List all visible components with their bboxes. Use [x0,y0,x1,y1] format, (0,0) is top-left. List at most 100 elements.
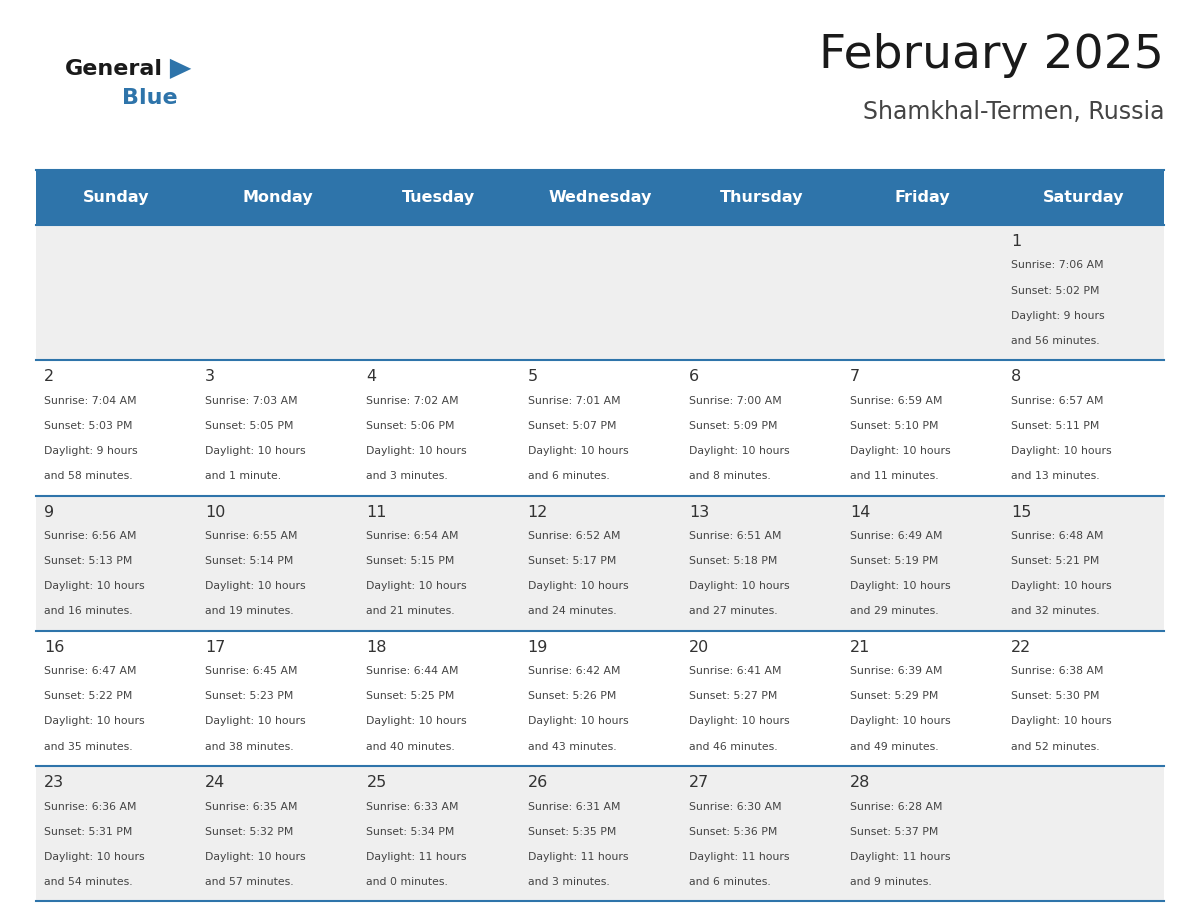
Bar [36,496,1164,631]
Text: 9: 9 [44,505,55,520]
Text: February 2025: February 2025 [820,32,1164,78]
Text: Daylight: 10 hours: Daylight: 10 hours [527,446,628,456]
Bar [36,170,197,225]
Text: Daylight: 10 hours: Daylight: 10 hours [44,852,145,862]
Text: Sunset: 5:21 PM: Sunset: 5:21 PM [1011,556,1100,566]
Text: Sunrise: 6:55 AM: Sunrise: 6:55 AM [206,532,298,541]
Text: Thursday: Thursday [720,190,803,205]
Text: Daylight: 10 hours: Daylight: 10 hours [527,581,628,591]
Text: Sunrise: 6:30 AM: Sunrise: 6:30 AM [689,801,782,812]
Text: Sunset: 5:07 PM: Sunset: 5:07 PM [527,420,617,431]
Text: Daylight: 10 hours: Daylight: 10 hours [206,716,305,726]
Text: 13: 13 [689,505,709,520]
Text: Sunrise: 7:03 AM: Sunrise: 7:03 AM [206,396,298,406]
Text: Daylight: 10 hours: Daylight: 10 hours [689,716,790,726]
Text: Daylight: 11 hours: Daylight: 11 hours [851,852,950,862]
Text: Sunrise: 6:57 AM: Sunrise: 6:57 AM [1011,396,1104,406]
Text: and 52 minutes.: and 52 minutes. [1011,742,1100,752]
Text: and 3 minutes.: and 3 minutes. [527,877,609,887]
Bar [1003,170,1164,225]
Text: Daylight: 10 hours: Daylight: 10 hours [206,581,305,591]
Text: Sunrise: 6:41 AM: Sunrise: 6:41 AM [689,666,782,677]
Bar [36,631,1164,767]
Text: 5: 5 [527,369,538,385]
Text: 14: 14 [851,505,871,520]
Text: Sunrise: 6:47 AM: Sunrise: 6:47 AM [44,666,137,677]
Text: and 11 minutes.: and 11 minutes. [851,471,939,481]
Text: Sunrise: 7:06 AM: Sunrise: 7:06 AM [1011,261,1104,271]
Text: 3: 3 [206,369,215,385]
Text: and 21 minutes.: and 21 minutes. [366,606,455,616]
Text: Tuesday: Tuesday [403,190,475,205]
Text: Daylight: 10 hours: Daylight: 10 hours [44,581,145,591]
Text: and 0 minutes.: and 0 minutes. [366,877,448,887]
Text: 20: 20 [689,640,709,655]
Text: Daylight: 10 hours: Daylight: 10 hours [1011,581,1112,591]
Text: Daylight: 9 hours: Daylight: 9 hours [1011,310,1105,320]
Text: Monday: Monday [242,190,312,205]
Text: and 32 minutes.: and 32 minutes. [1011,606,1100,616]
Text: Sunset: 5:31 PM: Sunset: 5:31 PM [44,827,132,837]
Text: Daylight: 10 hours: Daylight: 10 hours [44,716,145,726]
Text: Daylight: 10 hours: Daylight: 10 hours [689,446,790,456]
Text: Sunset: 5:14 PM: Sunset: 5:14 PM [206,556,293,566]
Text: Sunday: Sunday [83,190,150,205]
Text: 22: 22 [1011,640,1031,655]
Text: Daylight: 10 hours: Daylight: 10 hours [851,581,950,591]
Text: and 46 minutes.: and 46 minutes. [689,742,777,752]
Text: Daylight: 10 hours: Daylight: 10 hours [366,581,467,591]
Text: Daylight: 10 hours: Daylight: 10 hours [851,716,950,726]
Text: 2: 2 [44,369,55,385]
Text: Sunset: 5:13 PM: Sunset: 5:13 PM [44,556,132,566]
Text: 7: 7 [851,369,860,385]
Text: Daylight: 10 hours: Daylight: 10 hours [1011,446,1112,456]
Text: 26: 26 [527,776,548,790]
Text: Sunrise: 7:02 AM: Sunrise: 7:02 AM [366,396,459,406]
Text: Sunset: 5:35 PM: Sunset: 5:35 PM [527,827,617,837]
Text: and 6 minutes.: and 6 minutes. [527,471,609,481]
Text: Daylight: 10 hours: Daylight: 10 hours [689,581,790,591]
Text: and 57 minutes.: and 57 minutes. [206,877,293,887]
Text: Sunset: 5:09 PM: Sunset: 5:09 PM [689,420,777,431]
Text: Sunrise: 6:35 AM: Sunrise: 6:35 AM [206,801,298,812]
Text: Sunrise: 6:49 AM: Sunrise: 6:49 AM [851,532,942,541]
Text: Sunset: 5:25 PM: Sunset: 5:25 PM [366,691,455,701]
Text: and 9 minutes.: and 9 minutes. [851,877,931,887]
Text: Sunset: 5:18 PM: Sunset: 5:18 PM [689,556,777,566]
Text: and 58 minutes.: and 58 minutes. [44,471,133,481]
Text: 23: 23 [44,776,64,790]
Text: Sunrise: 7:04 AM: Sunrise: 7:04 AM [44,396,137,406]
Text: and 35 minutes.: and 35 minutes. [44,742,133,752]
Text: 17: 17 [206,640,226,655]
Text: Daylight: 10 hours: Daylight: 10 hours [366,446,467,456]
Bar [36,225,1164,360]
Text: 21: 21 [851,640,871,655]
Text: Sunset: 5:34 PM: Sunset: 5:34 PM [366,827,455,837]
Text: Saturday: Saturday [1043,190,1124,205]
Text: Sunset: 5:15 PM: Sunset: 5:15 PM [366,556,455,566]
Text: 18: 18 [366,640,387,655]
Text: General: General [65,59,163,79]
Text: Daylight: 11 hours: Daylight: 11 hours [366,852,467,862]
Text: 6: 6 [689,369,699,385]
Text: Sunrise: 6:36 AM: Sunrise: 6:36 AM [44,801,137,812]
Text: Sunrise: 6:39 AM: Sunrise: 6:39 AM [851,666,942,677]
Text: and 1 minute.: and 1 minute. [206,471,282,481]
Bar [36,360,1164,496]
Text: Daylight: 10 hours: Daylight: 10 hours [366,716,467,726]
Text: Sunrise: 6:51 AM: Sunrise: 6:51 AM [689,532,782,541]
Text: and 43 minutes.: and 43 minutes. [527,742,617,752]
Text: Sunrise: 6:28 AM: Sunrise: 6:28 AM [851,801,942,812]
Text: Sunrise: 7:01 AM: Sunrise: 7:01 AM [527,396,620,406]
Text: and 29 minutes.: and 29 minutes. [851,606,939,616]
Text: 28: 28 [851,776,871,790]
Text: and 8 minutes.: and 8 minutes. [689,471,771,481]
Text: Sunrise: 6:33 AM: Sunrise: 6:33 AM [366,801,459,812]
Text: Sunrise: 6:45 AM: Sunrise: 6:45 AM [206,666,298,677]
Bar [519,170,681,225]
Text: 4: 4 [366,369,377,385]
Text: Daylight: 10 hours: Daylight: 10 hours [206,852,305,862]
Text: Sunrise: 7:00 AM: Sunrise: 7:00 AM [689,396,782,406]
Text: 12: 12 [527,505,548,520]
Text: 1: 1 [1011,234,1022,249]
